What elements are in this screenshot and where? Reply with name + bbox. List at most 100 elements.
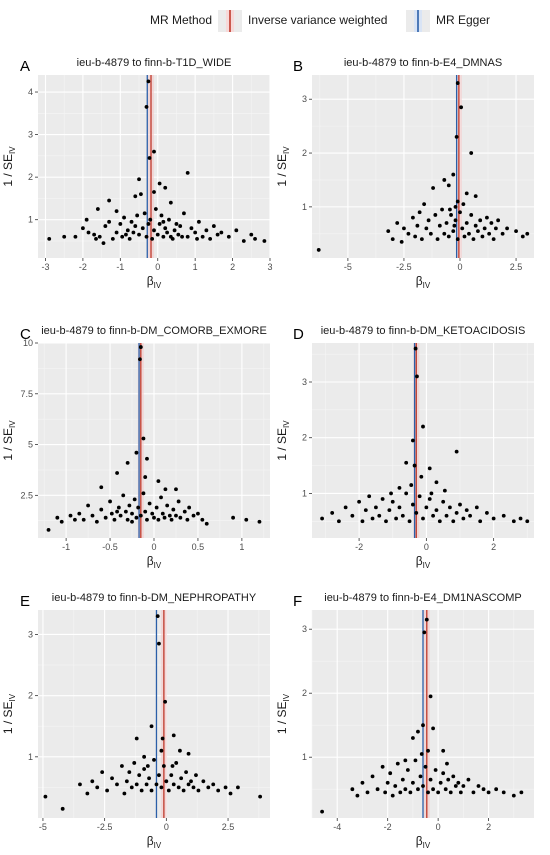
data-point <box>395 761 400 766</box>
tick-label-y: 2 <box>302 688 307 698</box>
data-point <box>153 207 158 211</box>
data-point <box>59 519 64 524</box>
data-point <box>350 787 355 792</box>
data-point <box>501 790 506 795</box>
tick-label-x: -4 <box>333 822 341 832</box>
data-point <box>446 183 451 188</box>
data-point <box>223 785 228 790</box>
data-point <box>201 779 206 784</box>
data-point <box>133 194 138 199</box>
x-axis-label: βIV <box>147 274 162 290</box>
data-point <box>365 790 370 795</box>
tick-label-x: 0 <box>151 542 156 552</box>
data-point <box>415 374 419 379</box>
data-point <box>147 501 152 506</box>
data-point <box>60 806 65 811</box>
data-point <box>160 736 165 741</box>
data-point <box>134 782 139 787</box>
data-point <box>431 787 435 792</box>
data-point <box>452 223 457 228</box>
x-axis-label: βIV <box>147 834 162 850</box>
data-point <box>143 475 148 479</box>
data-point <box>152 757 156 762</box>
data-point <box>163 487 168 492</box>
data-point <box>474 505 479 510</box>
data-point <box>86 503 90 508</box>
data-point <box>518 516 523 521</box>
data-point <box>385 780 390 785</box>
data-point <box>424 226 429 231</box>
data-point <box>436 790 441 795</box>
data-point <box>85 791 90 796</box>
data-point <box>129 785 134 790</box>
tick-label-y: 1 <box>302 202 307 212</box>
data-point <box>427 466 432 471</box>
data-point <box>262 239 267 243</box>
plot-background <box>38 610 270 818</box>
data-point <box>174 761 179 765</box>
data-point <box>163 699 168 704</box>
x-axis-label: βIV <box>416 834 431 850</box>
data-point <box>105 788 110 793</box>
data-point <box>143 509 148 514</box>
data-point <box>419 237 424 242</box>
data-point <box>161 764 166 768</box>
data-point <box>433 768 438 772</box>
data-point <box>169 517 174 522</box>
data-point <box>451 774 456 779</box>
data-point <box>456 780 461 785</box>
data-point <box>476 229 480 233</box>
data-point <box>428 694 433 699</box>
data-point <box>429 491 434 496</box>
tick-label-x: 2.5 <box>510 262 523 272</box>
data-point <box>469 151 474 155</box>
data-point <box>370 774 375 779</box>
data-point <box>206 785 211 790</box>
panel-title: ieu-b-4879 to finn-b-E4_DM1NASCOMP <box>324 592 521 604</box>
tick-label-y: 3 <box>302 94 307 104</box>
data-point <box>226 234 231 239</box>
data-point <box>144 782 149 787</box>
data-point <box>145 517 149 522</box>
data-point <box>426 790 430 795</box>
data-point <box>437 519 442 524</box>
data-point <box>466 777 471 782</box>
x-axis-label: βIV <box>416 554 431 570</box>
data-point <box>157 773 161 778</box>
data-point <box>453 784 458 788</box>
data-point <box>181 788 186 793</box>
data-point <box>360 519 365 524</box>
data-point <box>461 784 466 788</box>
data-point <box>157 181 162 186</box>
data-point <box>216 788 221 793</box>
data-point <box>394 516 398 521</box>
data-point <box>461 516 466 521</box>
data-point <box>448 207 452 212</box>
data-point <box>449 213 453 217</box>
data-point <box>409 483 414 487</box>
data-point <box>390 237 395 242</box>
data-point <box>437 223 442 228</box>
legend-title: MR Method <box>150 13 212 27</box>
data-point <box>211 782 216 787</box>
y-axis-label: 1 / SEIV <box>275 693 291 734</box>
data-point <box>426 748 430 753</box>
data-point <box>406 231 411 236</box>
data-point <box>478 519 483 524</box>
tick-label-x: 2 <box>491 542 496 552</box>
data-point <box>134 450 139 455</box>
data-point <box>139 192 143 197</box>
data-point <box>231 515 235 520</box>
data-point <box>435 237 440 242</box>
panel-title: ieu-b-4879 to finn-b-DM_NEPHROPATHY <box>52 592 257 604</box>
data-point <box>228 791 233 796</box>
data-point <box>446 234 451 239</box>
data-point <box>257 519 262 524</box>
data-point <box>511 793 516 798</box>
data-point <box>152 515 156 520</box>
data-point <box>43 794 48 799</box>
data-point <box>511 519 516 524</box>
data-point <box>171 733 176 738</box>
data-point <box>142 211 147 216</box>
y-axis-label-sub: IV <box>8 693 17 701</box>
